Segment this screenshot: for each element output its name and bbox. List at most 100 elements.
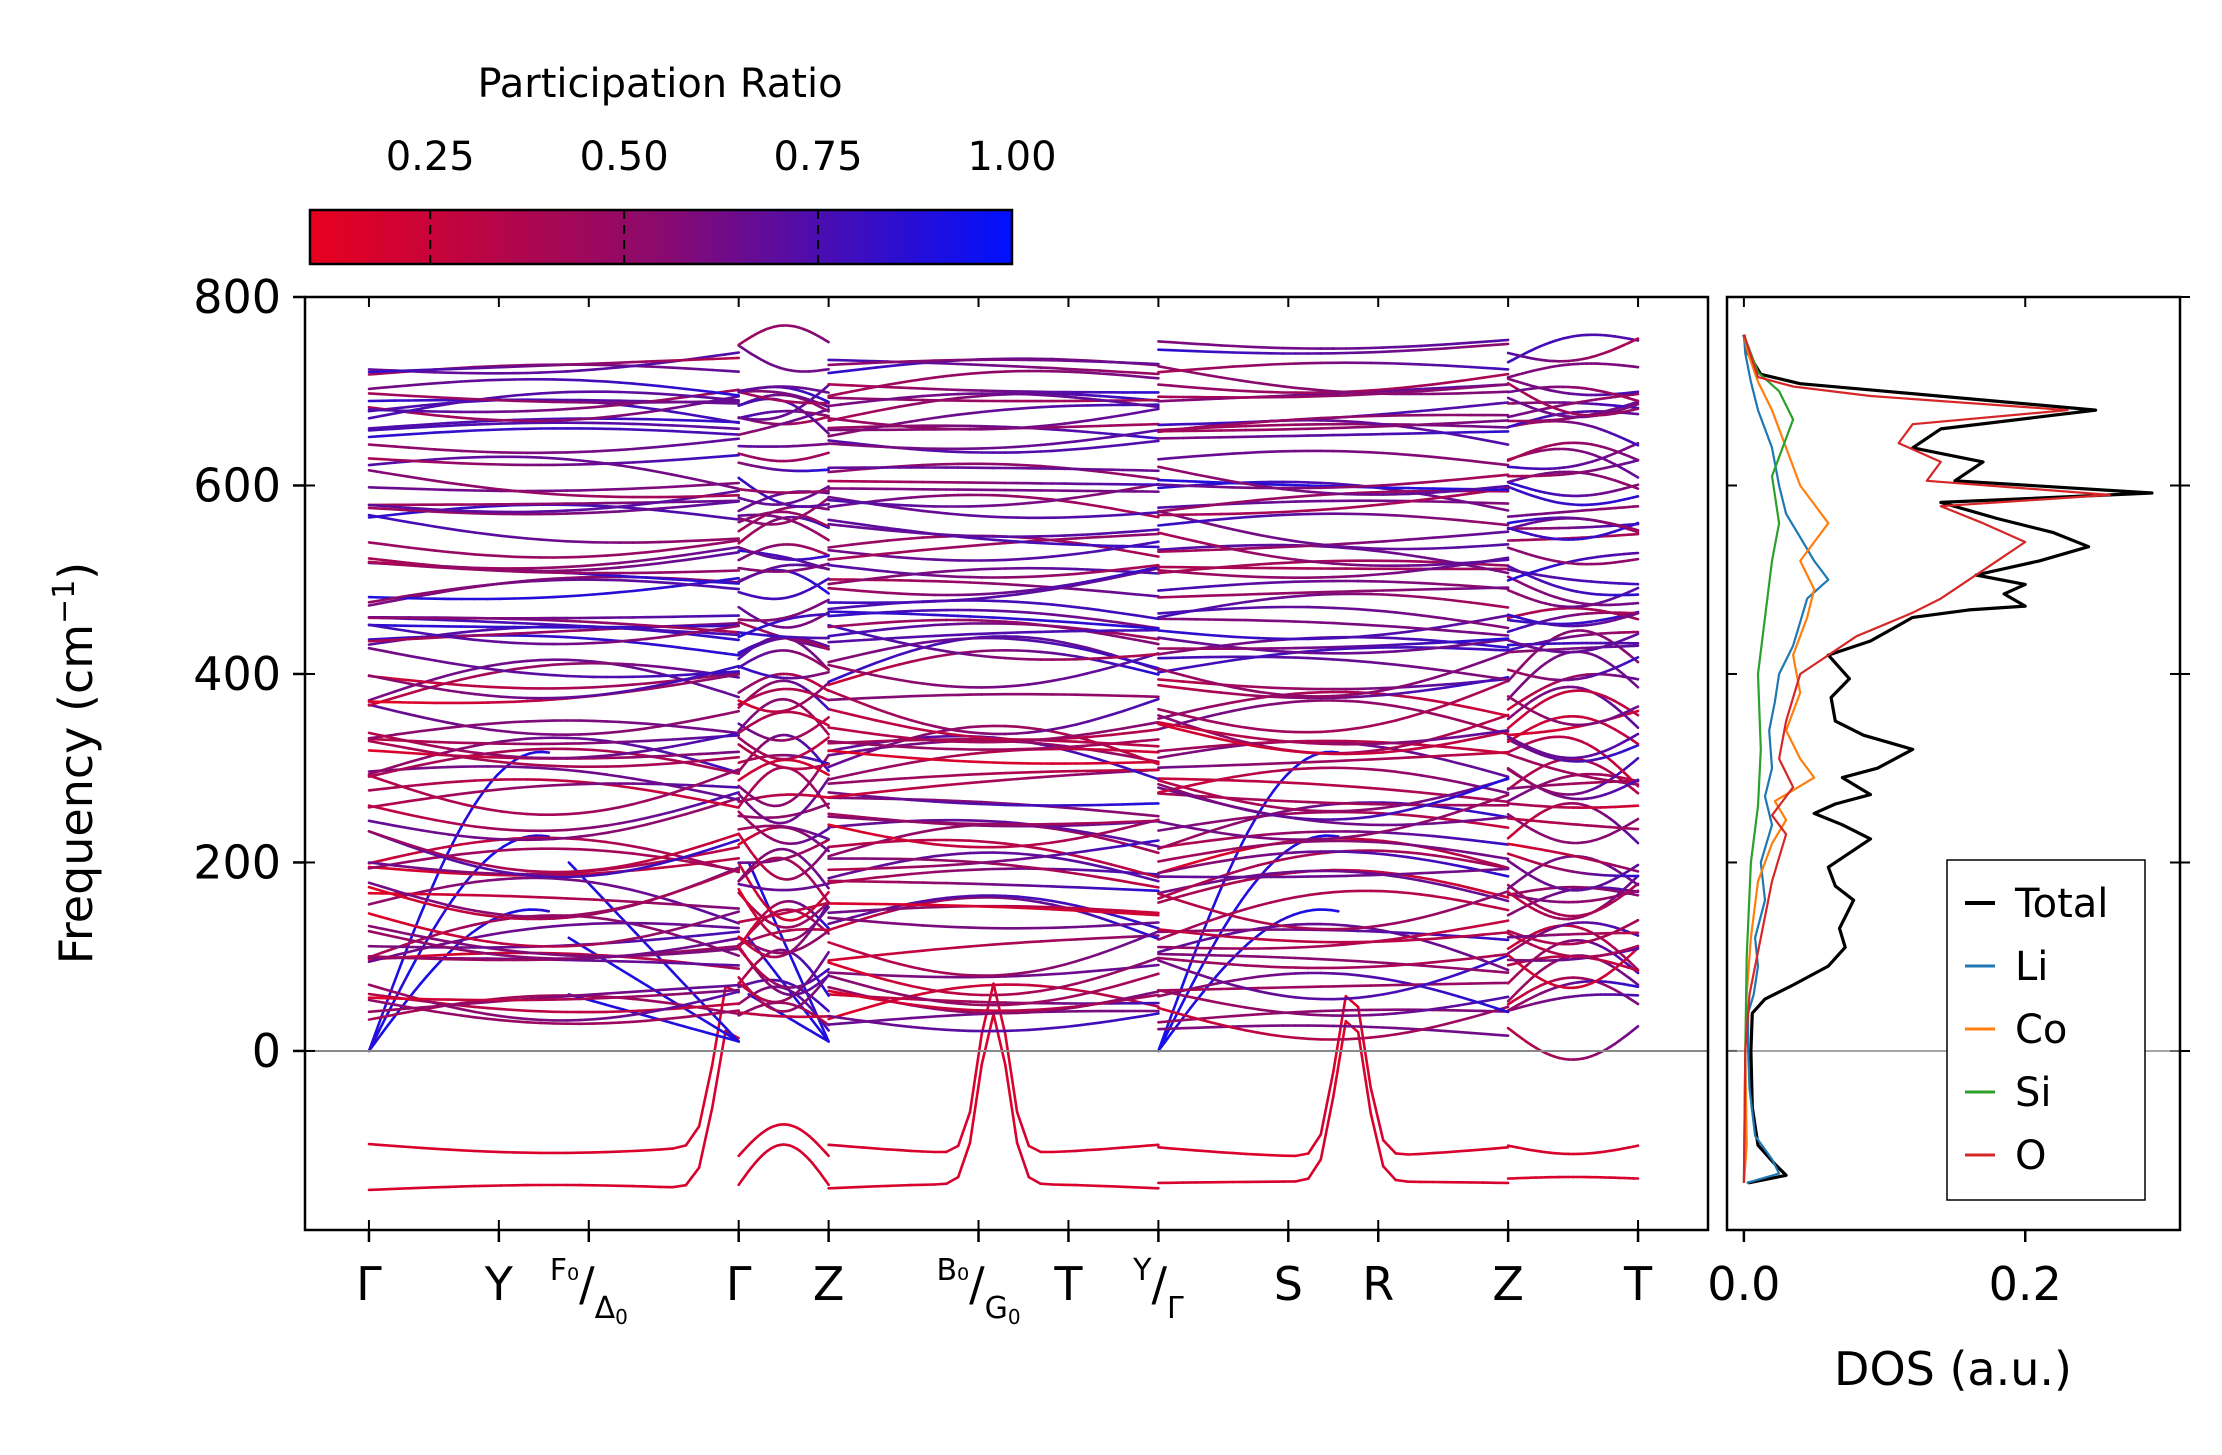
acoustic-band bbox=[386, 1015, 397, 1027]
optical-band bbox=[1039, 966, 1054, 972]
optical-band bbox=[1207, 746, 1223, 752]
optical-band bbox=[724, 917, 741, 925]
optical-band bbox=[644, 1008, 661, 1015]
optical-band bbox=[1381, 939, 1397, 943]
acoustic-band bbox=[1163, 1023, 1173, 1040]
soft-mode-band bbox=[992, 1012, 1007, 1067]
optical-band bbox=[909, 984, 925, 990]
optical-band bbox=[710, 948, 727, 953]
optical-band bbox=[552, 828, 569, 832]
optical-band bbox=[1062, 971, 1078, 975]
optical-band bbox=[921, 898, 936, 903]
optical-band bbox=[1194, 932, 1210, 937]
optical-band bbox=[592, 898, 608, 902]
optical-band bbox=[1098, 936, 1113, 940]
acoustic-band bbox=[483, 854, 493, 863]
optical-band bbox=[1074, 772, 1089, 777]
optical-band bbox=[618, 819, 635, 825]
optical-band bbox=[631, 994, 648, 999]
soft-mode-band bbox=[909, 1149, 925, 1153]
optical-band bbox=[827, 812, 842, 817]
optical-band bbox=[921, 864, 936, 868]
optical-band bbox=[1133, 964, 1148, 969]
optical-band bbox=[644, 960, 661, 964]
optical-band bbox=[897, 776, 913, 781]
optical-band bbox=[1294, 1036, 1310, 1041]
optical-band bbox=[1369, 811, 1385, 815]
optical-band bbox=[1015, 1001, 1031, 1006]
optical-band bbox=[1110, 844, 1125, 849]
optical-band bbox=[850, 779, 866, 784]
optical-band bbox=[658, 993, 675, 997]
optical-band bbox=[1469, 809, 1485, 815]
optical-band bbox=[473, 871, 490, 875]
optical-band bbox=[394, 810, 410, 816]
optical-band bbox=[839, 988, 854, 995]
optical-band bbox=[644, 847, 661, 853]
optical-band bbox=[1456, 795, 1472, 800]
optical-band bbox=[1074, 956, 1089, 963]
optical-band bbox=[1257, 843, 1273, 848]
optical-band bbox=[909, 949, 925, 954]
optical-band bbox=[1282, 799, 1298, 803]
colorbar-title: Participation Ratio bbox=[477, 61, 842, 107]
optical-band bbox=[1232, 1013, 1248, 1018]
acoustic-band bbox=[628, 925, 637, 935]
optical-band bbox=[658, 853, 675, 860]
optical-band bbox=[1219, 817, 1235, 823]
optical-band bbox=[618, 850, 635, 855]
optical-band bbox=[644, 925, 661, 932]
optical-band bbox=[367, 787, 384, 792]
optical-band bbox=[1294, 850, 1310, 854]
optical-band bbox=[992, 778, 1007, 783]
acoustic-band bbox=[713, 1014, 722, 1024]
soft-mode-band bbox=[1481, 1147, 1497, 1151]
optical-band bbox=[968, 944, 984, 948]
soft-mode-band bbox=[839, 1144, 854, 1148]
optical-band bbox=[874, 973, 889, 977]
optical-band bbox=[1406, 916, 1422, 923]
optical-band bbox=[394, 956, 410, 960]
optical-band bbox=[1419, 1007, 1435, 1013]
optical-band bbox=[1481, 797, 1497, 802]
optical-band bbox=[578, 1017, 595, 1022]
acoustic-band bbox=[824, 1033, 830, 1043]
optical-band bbox=[1110, 827, 1125, 833]
optical-band bbox=[446, 821, 463, 826]
optical-band bbox=[499, 848, 516, 852]
optical-band bbox=[827, 1014, 842, 1020]
optical-band bbox=[420, 766, 437, 770]
optical-band bbox=[1051, 985, 1066, 991]
soft-mode-band bbox=[1121, 1185, 1137, 1189]
optical-band bbox=[1027, 855, 1042, 860]
optical-band bbox=[578, 833, 595, 838]
optical-band bbox=[874, 1018, 889, 1023]
optical-band bbox=[420, 816, 437, 822]
optical-band bbox=[380, 1008, 397, 1013]
optical-band bbox=[1074, 807, 1089, 811]
optical-band bbox=[1219, 1023, 1235, 1029]
optical-band bbox=[710, 842, 727, 850]
optical-band bbox=[658, 810, 675, 817]
optical-band bbox=[552, 923, 569, 928]
optical-band bbox=[1121, 964, 1137, 972]
optical-band bbox=[1257, 1012, 1273, 1016]
optical-band bbox=[1074, 835, 1089, 840]
optical-band bbox=[1145, 876, 1160, 883]
optical-band bbox=[1319, 944, 1335, 948]
optical-band bbox=[1444, 835, 1460, 841]
optical-band bbox=[945, 825, 960, 830]
optical-band bbox=[1232, 878, 1248, 885]
optical-band bbox=[839, 816, 854, 820]
soft-mode-band bbox=[1369, 1111, 1385, 1168]
optical-band bbox=[1394, 788, 1410, 793]
optical-band bbox=[824, 950, 830, 959]
optical-band bbox=[1086, 1002, 1101, 1007]
optical-band bbox=[1356, 785, 1372, 790]
optical-band bbox=[552, 783, 569, 787]
optical-band bbox=[697, 784, 714, 788]
optical-band bbox=[710, 1008, 727, 1014]
optical-band bbox=[671, 1015, 688, 1020]
acoustic-band bbox=[386, 979, 397, 1000]
optical-band bbox=[499, 913, 516, 918]
